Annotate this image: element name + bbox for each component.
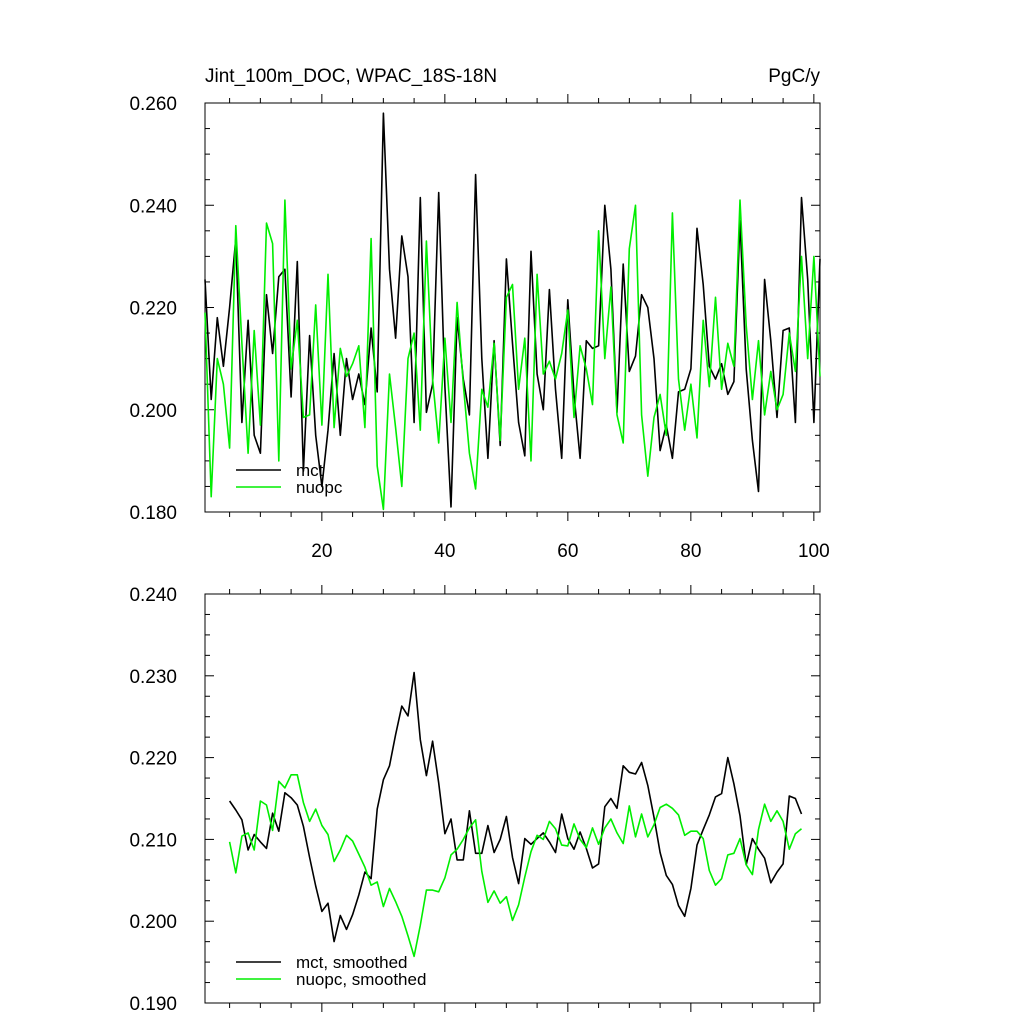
y-tick-label: 0.200 [129,401,177,422]
y-tick-label: 0.180 [129,503,177,524]
x-tick-label: 40 [434,541,455,562]
plot-frame [204,102,821,513]
y-tick-label: 0.260 [129,94,177,115]
units-label: PgC/y [768,66,820,87]
y-tick-label: 0.220 [129,299,177,320]
series-line-mct-smoothed [228,671,803,943]
y-tick-label: 0.240 [129,196,177,217]
y-tick-label: 0.200 [129,912,177,933]
x-tick-label: 20 [311,541,332,562]
x-tick-label: 60 [557,541,578,562]
y-tick-label: 0.210 [129,830,177,851]
plot-frame [204,593,821,1004]
x-tick-label: 100 [798,541,830,562]
legend-label: mct, smoothed [296,953,408,972]
y-tick-label: 0.220 [129,749,177,770]
y-tick-label: 0.240 [129,585,177,606]
legend-label: nuopc, smoothed [296,970,426,989]
series-line-nuopc-smoothed [228,773,803,958]
chart-title: Jint_100m_DOC, WPAC_18S-18N [205,66,497,87]
y-tick-label: 0.230 [129,667,177,688]
x-tick-label: 80 [680,541,701,562]
series-line-mct [204,112,821,508]
legend-label: nuopc [296,478,343,497]
legend-label: mct [296,461,324,480]
top-panel: 0.180 0.200 0.220 0.240 0.260 20 40 60 80 100 mctn… [129,94,830,562]
y-tick-label: 0.190 [129,994,177,1015]
bottom-panel: 0.190 0.200 0.210 0.220 0.230 0.240 mct, smoot… [129,585,821,1015]
series-line-nuopc [204,199,821,511]
